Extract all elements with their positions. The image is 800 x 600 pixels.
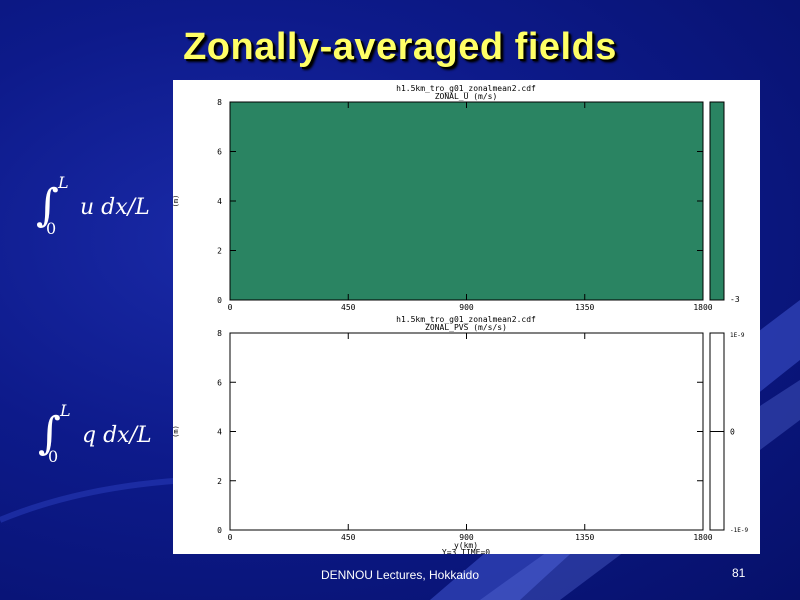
x-axis-label: y(km): [454, 541, 478, 550]
colorbar-frame: [709, 101, 725, 301]
y-tick-label: 2: [217, 477, 222, 486]
x-tick-label: 0: [228, 303, 233, 312]
x-tick-label: 1350: [575, 303, 594, 312]
colorbar-label: -3: [730, 295, 740, 304]
colorbar-label: 1E-9: [730, 332, 745, 339]
y-tick-label: 8: [217, 329, 222, 338]
y-tick-label: 4: [217, 197, 222, 206]
y-tick-label: 2: [217, 247, 222, 256]
colorbar-fill: [710, 102, 724, 300]
x-tick-label: 1350: [575, 533, 594, 542]
x-tick-label: 1800: [693, 303, 712, 312]
y-tick-label: 6: [217, 148, 222, 157]
integral-u-icon: ∫ L 0 u dx/L: [36, 173, 150, 238]
y-tick-label: 4: [217, 428, 222, 437]
svg-text:q dx/L: q dx/L: [82, 423, 152, 448]
x-tick-label: 450: [341, 303, 356, 312]
page-number: 81: [732, 566, 746, 580]
x-tick-label: 900: [459, 303, 474, 312]
y-tick-label: 0: [217, 526, 222, 535]
plot-field-label: ZONAL_U (m/s): [435, 92, 498, 101]
plot-panel: h1.5km_tro_g01_zonalmean2.cdf ZONAL_U (m/…: [173, 80, 760, 554]
svg-text:0: 0: [46, 219, 56, 238]
x-tick-label: 450: [341, 533, 356, 542]
y-tick-label: 0: [217, 296, 222, 305]
equation-q-average: ∫ L 0 q dx/L: [36, 400, 176, 476]
plot-fill: [230, 102, 703, 300]
integral-q-icon: ∫ L 0 q dx/L: [38, 401, 152, 466]
y-tick-label: 8: [217, 98, 222, 107]
svg-text:L: L: [59, 401, 71, 420]
svg-text:L: L: [57, 173, 69, 192]
plot-field-label: ZONAL_PVS (m/s/s): [425, 323, 507, 332]
x-tick-label: 1800: [693, 533, 712, 542]
plot-file-label: h1.5km_tro_g01_zonalmean2.cdf: [396, 315, 536, 324]
svg-text:∫: ∫: [36, 180, 59, 231]
x-tick-label: 900: [459, 533, 474, 542]
equation-u-average: ∫ L 0 u dx/L: [34, 172, 174, 248]
slide-footer: DENNOU Lectures, Hokkaido: [320, 568, 480, 582]
svg-text:u dx/L: u dx/L: [80, 195, 150, 220]
y-axis-label: (m): [173, 195, 180, 208]
svg-text:0: 0: [48, 447, 58, 466]
y-axis-label: (m): [173, 425, 180, 438]
slide-title: Zonally-averaged fields: [183, 26, 617, 68]
plot-frame: [229, 332, 704, 531]
svg-text:∫: ∫: [38, 408, 61, 459]
plot-file-label: h1.5km_tro_g01_zonalmean2.cdf: [396, 84, 536, 93]
x-tick-label: 0: [228, 533, 233, 542]
colorbar-label: -1E-9: [730, 527, 748, 534]
colorbar-label: 0: [730, 428, 735, 437]
y-tick-label: 6: [217, 378, 222, 387]
plot-caption: Y=3 TIME=0: [442, 548, 490, 554]
